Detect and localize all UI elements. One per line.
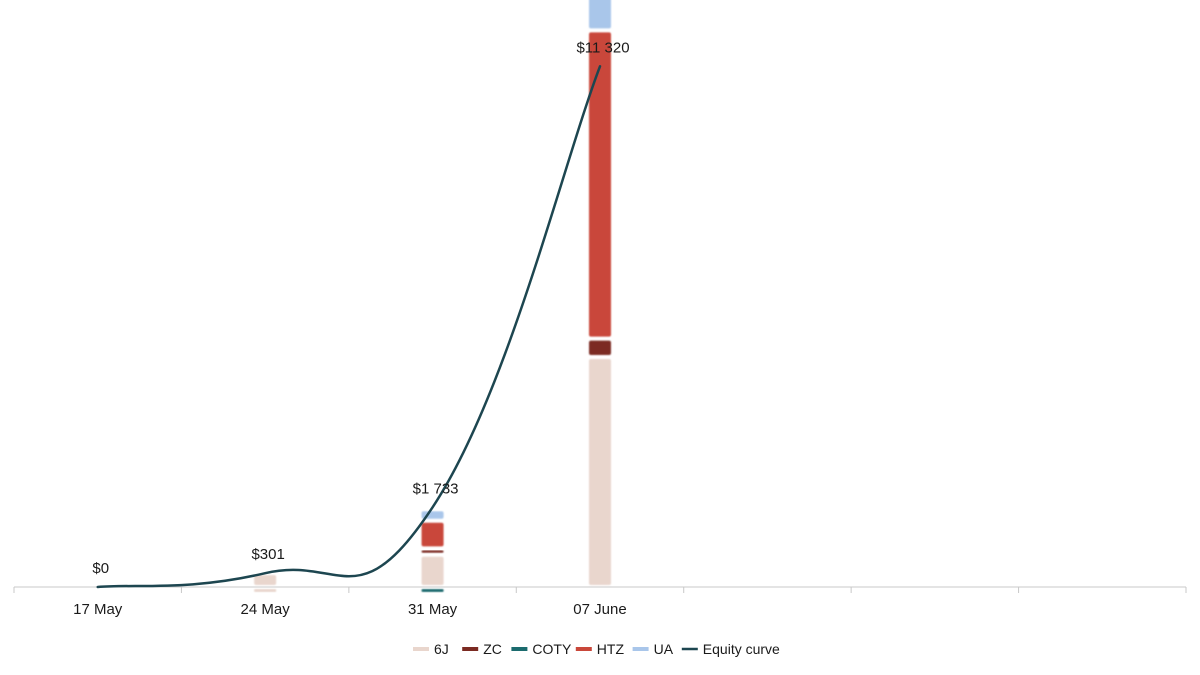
x-tick-label: 24 May bbox=[241, 601, 291, 618]
bar-ua-07-june bbox=[589, 0, 611, 29]
x-axis: 17 May 24 May 31 May 07 June bbox=[13, 586, 1187, 618]
x-tick-label: 07 June bbox=[573, 601, 626, 618]
bar-htz-07-june bbox=[589, 32, 611, 337]
legend-item-ua: UA bbox=[632, 641, 674, 657]
legend-label: UA bbox=[654, 641, 674, 657]
equity-data-label: $11 320 bbox=[576, 39, 629, 56]
bar-negative-coty-31-may bbox=[421, 589, 444, 592]
legend-item-6j: 6J bbox=[413, 641, 449, 657]
equity-curve-line bbox=[96, 65, 602, 589]
line-layer bbox=[96, 65, 602, 589]
bar-htz-31-may bbox=[421, 522, 444, 547]
legend-label: HTZ bbox=[597, 641, 625, 657]
legend: 6J ZC COTY HTZ UA Equity curve bbox=[413, 641, 780, 657]
equity-data-label: $1 733 bbox=[413, 480, 459, 497]
bar-6j-24-may bbox=[254, 575, 277, 585]
bar-negative-6j-24-may bbox=[254, 589, 277, 592]
legend-label: Equity curve bbox=[703, 641, 780, 657]
equity-data-label: $301 bbox=[251, 546, 284, 563]
legend-label: COTY bbox=[532, 641, 572, 657]
data-labels-layer: $0 $301 $1 733 $11 320 bbox=[92, 39, 629, 577]
legend-label: 6J bbox=[434, 641, 449, 657]
legend-item-coty: COTY bbox=[511, 641, 572, 657]
bar-6j-07-june bbox=[589, 359, 611, 585]
bar-zc-31-may bbox=[421, 550, 444, 553]
legend-item-htz: HTZ bbox=[575, 641, 625, 657]
legend-item-zc: ZC bbox=[462, 641, 502, 657]
x-tick-label: 31 May bbox=[408, 601, 458, 618]
equity-data-label: $0 bbox=[92, 560, 109, 577]
bar-zc-07-june bbox=[589, 340, 611, 355]
legend-label: ZC bbox=[483, 641, 502, 657]
bars-layer bbox=[254, 0, 611, 592]
x-tick-label: 17 May bbox=[73, 601, 123, 618]
bar-6j-31-may bbox=[421, 556, 444, 585]
legend-item-equity-curve: Equity curve bbox=[681, 641, 780, 657]
